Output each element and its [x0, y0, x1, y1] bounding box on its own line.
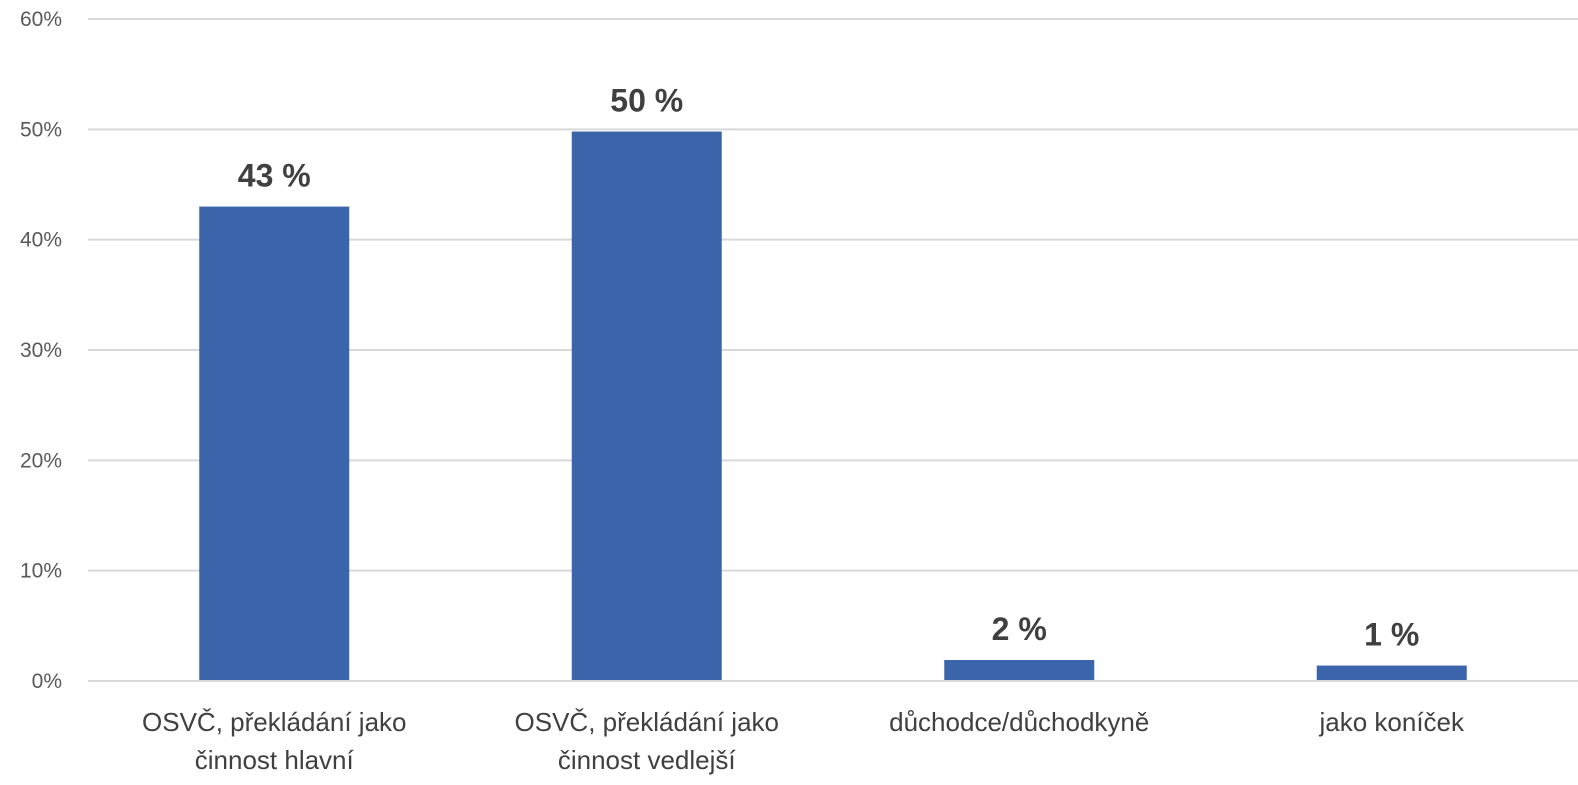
bar	[1316, 665, 1467, 681]
y-tick-label: 60%	[20, 8, 62, 31]
y-tick-label: 20%	[20, 449, 62, 472]
category-label-line: činnost vedlejší	[558, 745, 737, 775]
y-tick-label: 10%	[20, 560, 62, 583]
category-label: OSVČ, překládání jako činnost vedlejší	[515, 707, 779, 775]
category-label: důchodce/důchodkyně	[889, 707, 1149, 737]
category-label-line: OSVČ, překládání jako	[142, 707, 406, 737]
bar	[199, 206, 350, 682]
bars	[199, 131, 1467, 682]
category-label-line: činnost hlavní	[195, 745, 355, 775]
category-label-line: jako koníček	[1318, 707, 1465, 737]
bar	[944, 660, 1095, 681]
data-label: 2 %	[992, 611, 1047, 647]
y-axis-tick-labels: 0% 10% 20% 30% 40% 50% 60%	[20, 8, 62, 693]
data-label: 1 %	[1364, 617, 1419, 653]
y-tick-label: 50%	[20, 118, 62, 141]
category-label-line: OSVČ, překládání jako	[515, 707, 779, 737]
data-labels: 43 % 50 % 2 % 1 %	[88, 83, 1578, 682]
y-tick-label: 40%	[20, 229, 62, 252]
y-tick-label: 0%	[32, 670, 62, 693]
data-label: 50 %	[610, 83, 683, 119]
category-label: jako koníček	[1318, 707, 1465, 737]
category-label: OSVČ, překládání jako činnost hlavní	[142, 707, 406, 775]
y-tick-label: 30%	[20, 339, 62, 362]
category-label-line: důchodce/důchodkyně	[889, 707, 1149, 737]
bar	[571, 131, 722, 682]
data-label: 43 %	[238, 158, 311, 194]
x-axis-category-labels: OSVČ, překládání jako činnost hlavníOSVČ,…	[142, 707, 1465, 775]
